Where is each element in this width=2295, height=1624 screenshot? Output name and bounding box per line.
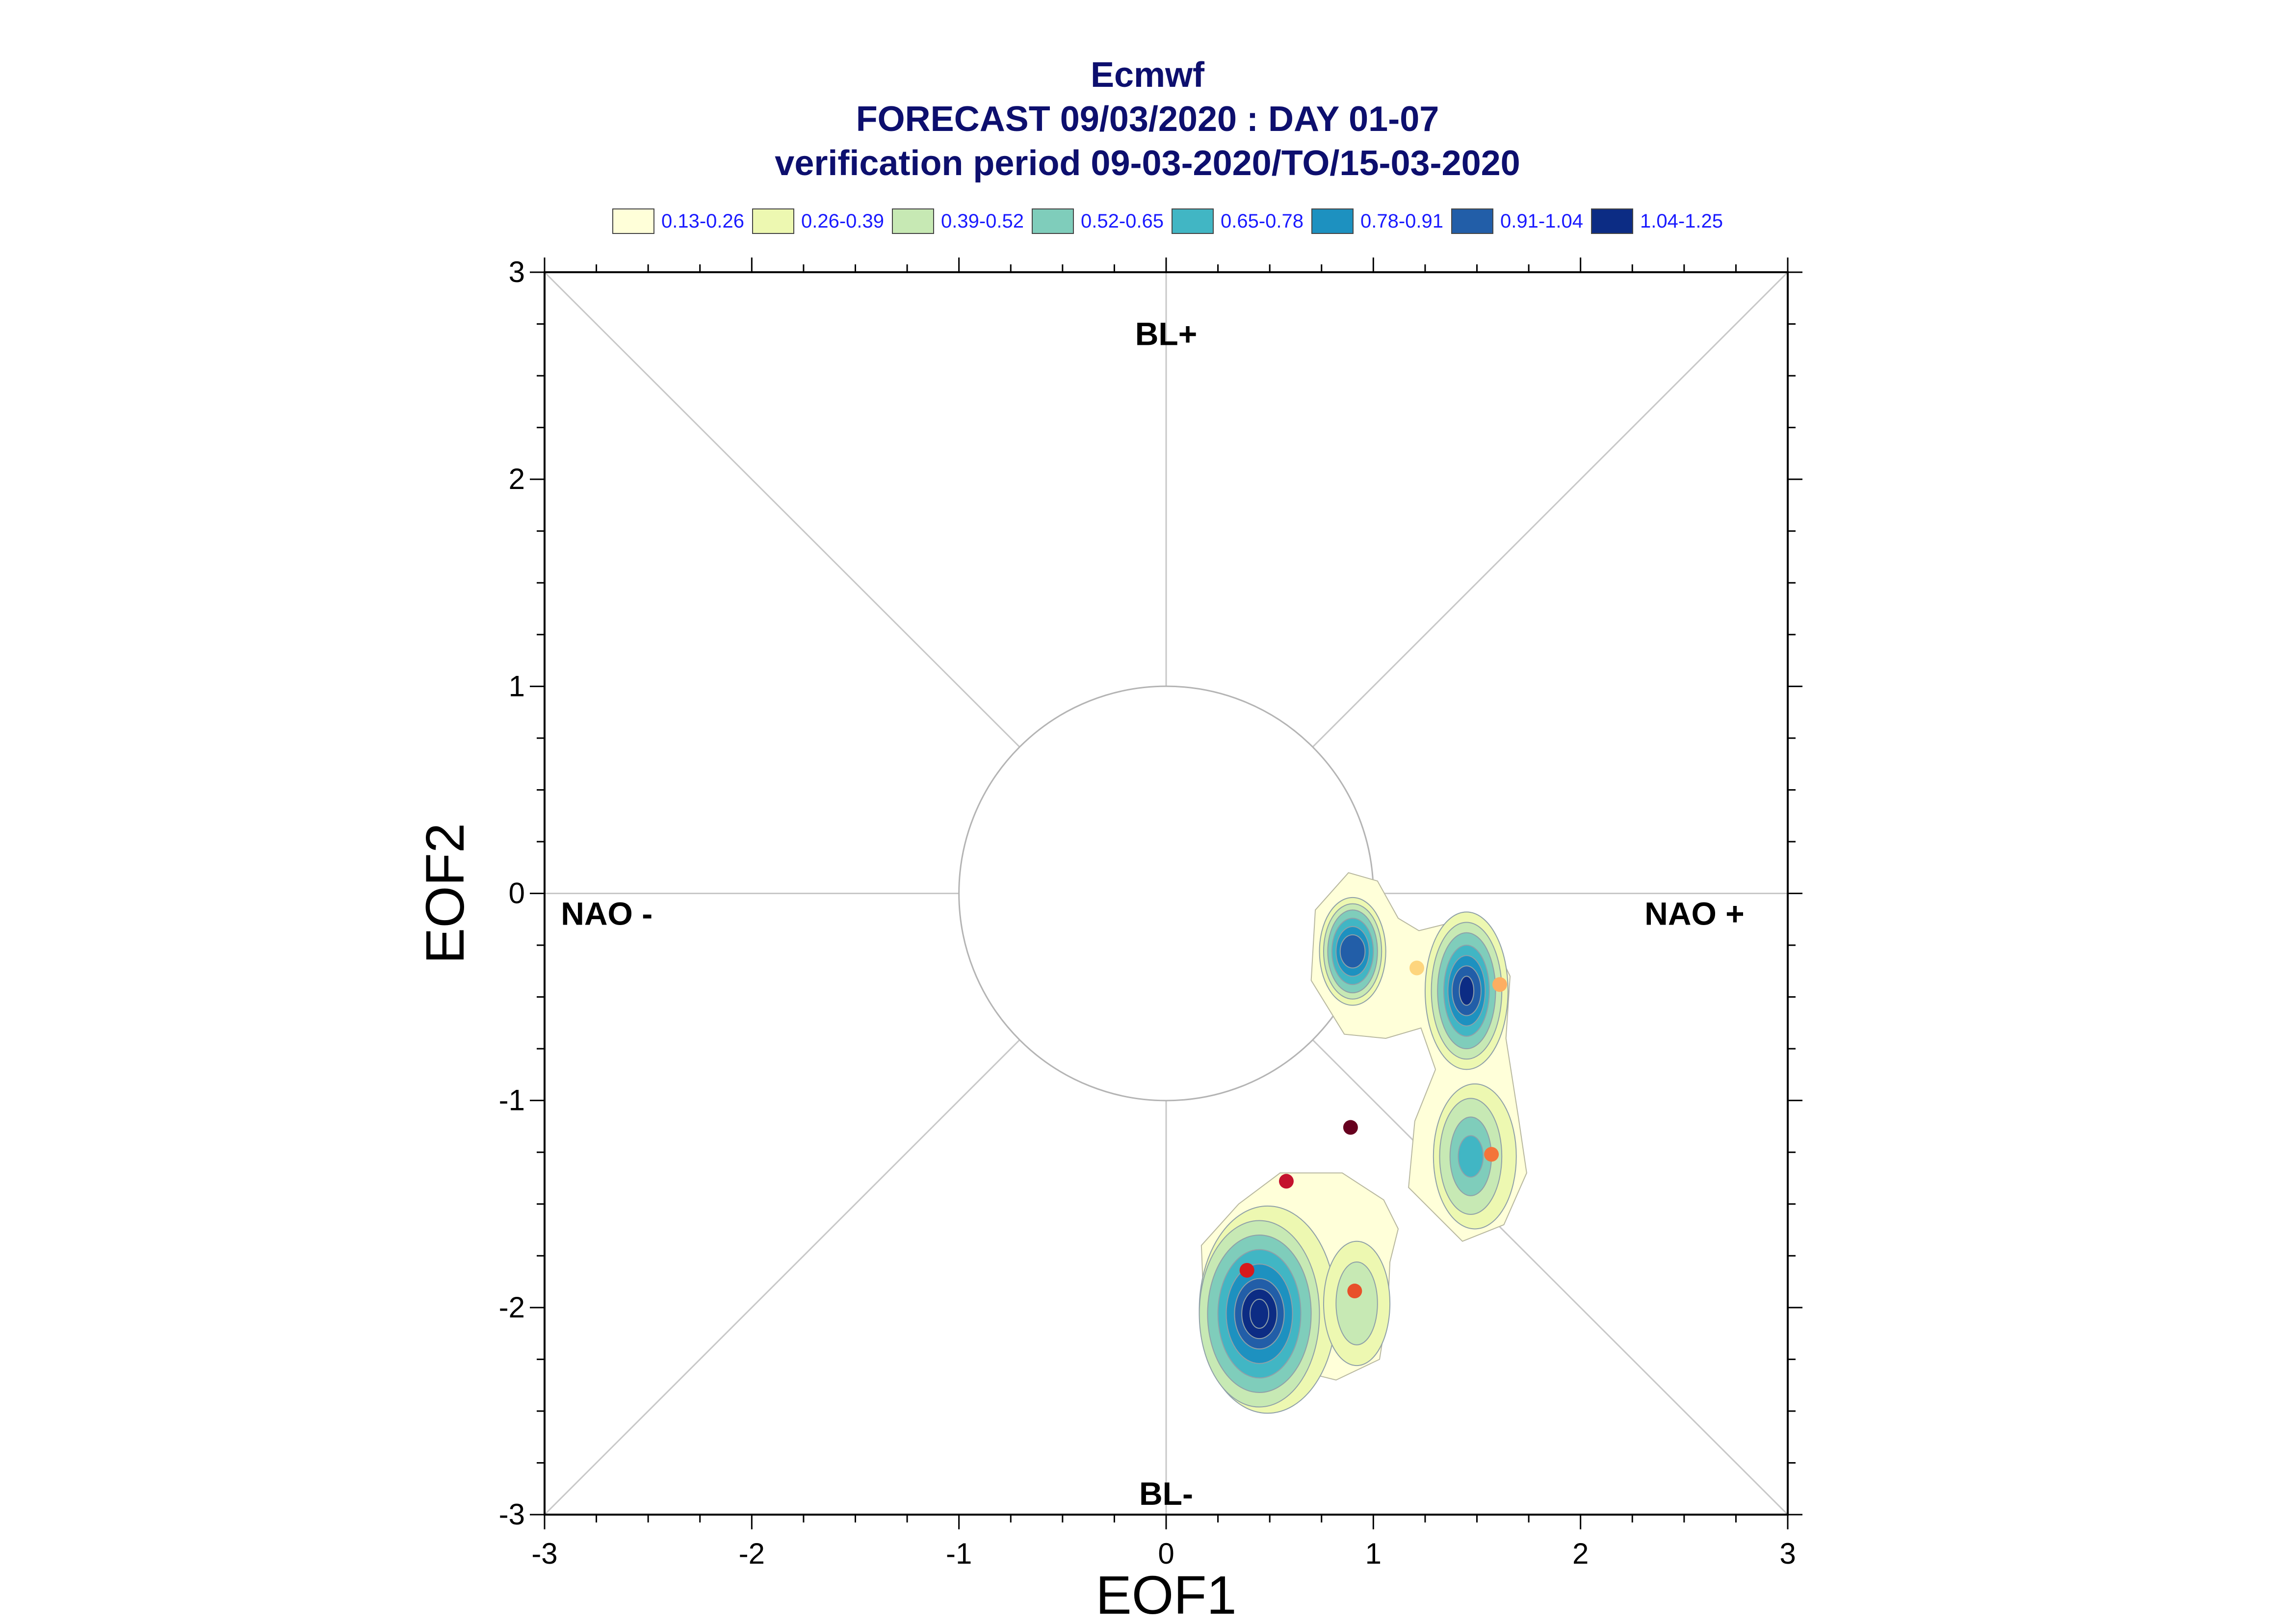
reference-lines <box>544 271 1789 1516</box>
legend-label: 0.26-0.39 <box>801 210 885 232</box>
density-contour <box>1250 1298 1270 1329</box>
x-axis-label: EOF1 <box>1095 1565 1236 1624</box>
legend-swatch <box>892 208 934 234</box>
legend-label: 0.13-0.26 <box>661 210 745 232</box>
density-contour <box>1335 1261 1378 1345</box>
data-point <box>1278 1174 1294 1189</box>
legend-swatch <box>1172 208 1214 234</box>
y-tick-label: 0 <box>509 877 525 910</box>
data-point <box>1347 1284 1362 1299</box>
legend-label: 0.39-0.52 <box>941 210 1024 232</box>
x-tick-label: 0 <box>1158 1537 1174 1570</box>
legend-swatch <box>1591 208 1633 234</box>
legend-swatch <box>752 208 794 234</box>
x-tick-label: -3 <box>531 1537 557 1570</box>
y-tick-label: 3 <box>509 256 525 288</box>
legend-label: 0.91-1.04 <box>1500 210 1584 232</box>
regime-label: BL- <box>1139 1475 1193 1512</box>
legend-label: 0.52-0.65 <box>1081 210 1164 232</box>
y-tick-label: 1 <box>509 670 525 702</box>
y-axis-label: EOF2 <box>415 823 475 964</box>
regime-label: BL+ <box>1135 316 1198 352</box>
x-tick-label: -1 <box>946 1537 972 1570</box>
x-tick-label: -2 <box>739 1537 765 1570</box>
data-points <box>1239 960 1507 1299</box>
y-tick-label: -3 <box>499 1498 525 1531</box>
legend-label: 0.78-0.91 <box>1360 210 1444 232</box>
density-contour <box>1339 934 1366 969</box>
x-tick-label: 1 <box>1365 1537 1382 1570</box>
regime-label: NAO + <box>1644 896 1745 932</box>
chart-title: Ecmwf <box>1090 55 1205 95</box>
x-tick-label: 3 <box>1779 1537 1796 1570</box>
regime-label: NAO - <box>561 896 652 932</box>
density-contour <box>1459 976 1475 1006</box>
regime-labels: BL+ BL- NAO - NAO + <box>561 316 1745 1512</box>
x-tick-label: 2 <box>1572 1537 1589 1570</box>
y-tick-label: 2 <box>509 463 525 495</box>
tick-labels: -3 -2 -1 0 1 2 3 -3 -2 -1 0 1 2 3 <box>499 256 1796 1570</box>
chart-subtitle-forecast: FORECAST 09/03/2020 : DAY 01-07 <box>856 100 1439 139</box>
y-tick-label: -1 <box>499 1084 525 1117</box>
legend-swatch <box>1311 208 1354 234</box>
density-contour <box>1458 1135 1484 1178</box>
legend-swatch <box>1032 208 1074 234</box>
reference-circle <box>958 685 1374 1102</box>
data-point <box>1484 1147 1499 1162</box>
density-contours <box>1199 872 1527 1414</box>
data-point <box>1492 977 1507 992</box>
legend-swatch <box>612 208 654 234</box>
legend-label: 0.65-0.78 <box>1221 210 1304 232</box>
axis-ticks <box>530 258 1802 1529</box>
data-point <box>1343 1120 1358 1135</box>
data-point <box>1409 960 1425 976</box>
data-point <box>1239 1263 1254 1278</box>
chart-subtitle-verification: verification period 09-03-2020/TO/15-03-… <box>775 144 1520 183</box>
legend-swatch <box>1451 208 1493 234</box>
legend-label: 1.04-1.25 <box>1640 210 1723 232</box>
y-tick-label: -2 <box>499 1291 525 1324</box>
